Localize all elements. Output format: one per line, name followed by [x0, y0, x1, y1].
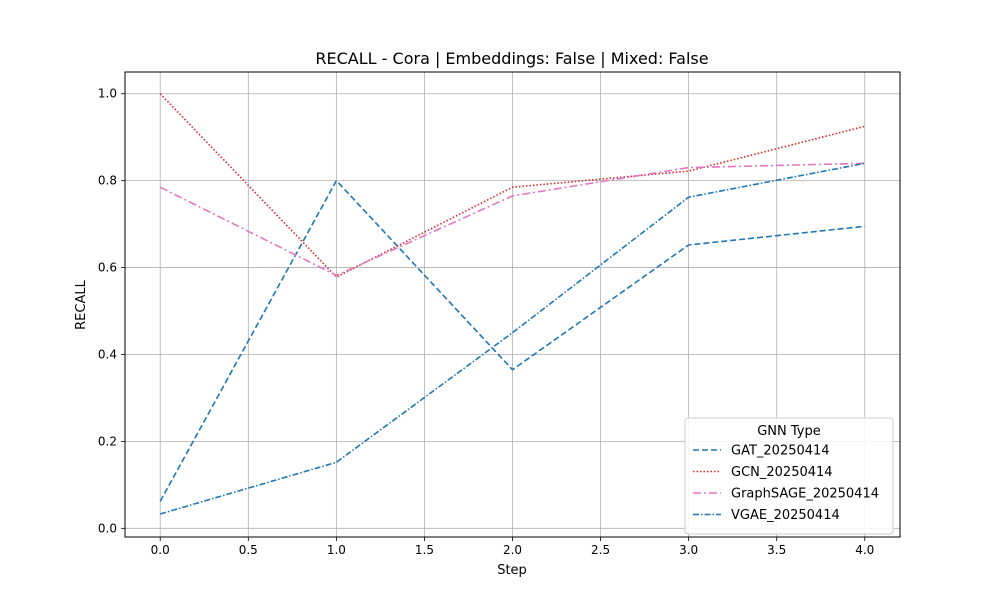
y-tick-label: 0.2 [98, 434, 117, 448]
legend-label-gcn-20250414: GCN_20250414 [731, 465, 833, 480]
x-tick-label: 3.0 [679, 543, 698, 557]
x-axis-label: Step [497, 563, 527, 578]
y-tick-label: 0.0 [98, 521, 117, 535]
x-tick-label: 0.0 [151, 543, 170, 557]
y-tick-label: 0.8 [98, 174, 117, 188]
series-line-gat-20250414 [159, 179, 865, 502]
x-tick-label: 2.5 [591, 543, 610, 557]
legend-box [684, 417, 894, 535]
x-tick-label: 1.0 [327, 543, 346, 557]
axis-ticks: 0.0 0.5 1.0 1.5 2.0 2.5 3.0 3.5 4.0 0.0 0.2 0.4 0.6 0… [98, 87, 874, 557]
legend: GNN Type GAT_20250414 GCN_20250414 GraphSA… [684, 417, 894, 535]
series-line-vgae-20250414 [159, 162, 865, 515]
legend-label-graphsage-20250414: GraphSAGE_20250414 [731, 487, 879, 502]
series-lines [159, 93, 865, 515]
y-axis-label: RECALL [74, 279, 89, 329]
y-tick-label: 0.6 [98, 261, 117, 275]
x-tick-label: 0.5 [239, 543, 258, 557]
x-tick-label: 1.5 [415, 543, 434, 557]
series-line-gcn-20250414 [159, 93, 865, 279]
legend-label-gat-20250414: GAT_20250414 [731, 444, 830, 459]
y-tick-label: 0.4 [98, 347, 117, 361]
legend-label-vgae-20250414: VGAE_20250414 [731, 508, 840, 523]
legend-title: GNN Type [757, 424, 821, 439]
x-tick-label: 2.0 [503, 543, 522, 557]
legend-entries: GAT_20250414 GCN_20250414 GraphSAGE_202504… [693, 444, 879, 523]
x-tick-label: 4.0 [855, 543, 874, 557]
series-line-graphsage-20250414 [159, 162, 865, 277]
y-tick-label: 1.0 [98, 87, 117, 101]
chart-title: RECALL - Cora | Embeddings: False | Mixe… [315, 49, 708, 68]
x-tick-label: 3.5 [767, 543, 786, 557]
